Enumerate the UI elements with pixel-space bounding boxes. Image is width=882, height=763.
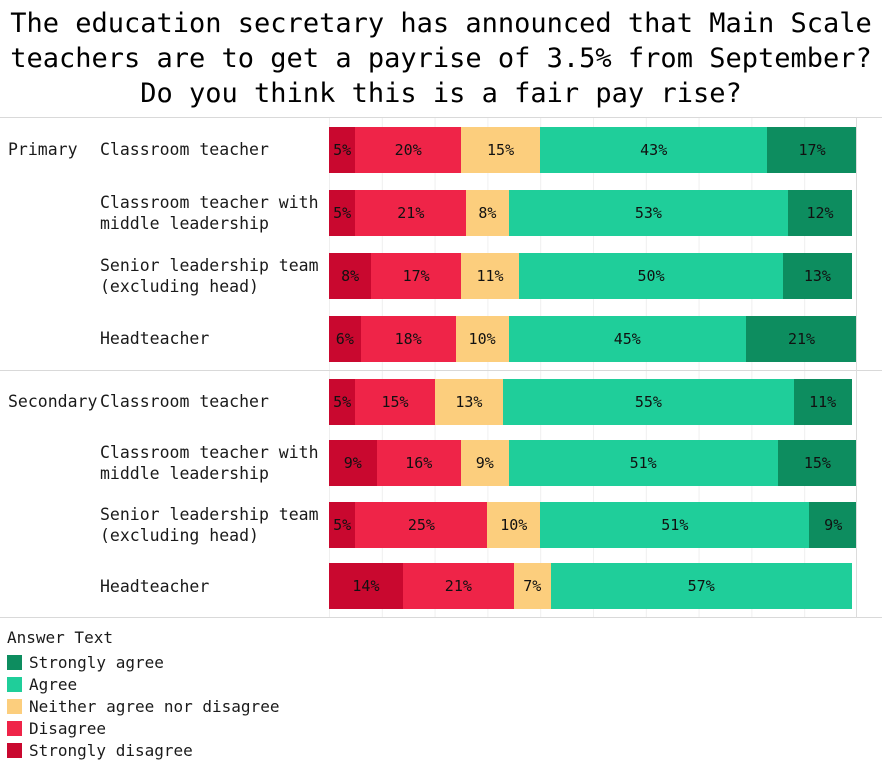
category-label: Senior leadership team (excluding head) xyxy=(100,504,319,545)
bar-segment: 6% xyxy=(329,315,361,362)
stacked-bar: 5% 21% 8% 53% 12% xyxy=(329,189,857,236)
legend-item: Strongly agree xyxy=(7,651,882,673)
bar-segment: 9% xyxy=(809,501,857,548)
bar-segment: 53% xyxy=(508,189,789,236)
group-label: Primary xyxy=(8,140,78,159)
bar-segment: 21% xyxy=(402,563,514,610)
category-label: Headteacher xyxy=(100,329,210,348)
bar-segment: 15% xyxy=(355,378,435,425)
legend-title: Answer Text xyxy=(7,628,113,647)
bar-segment: 18% xyxy=(360,315,456,362)
bar-segment: 13% xyxy=(783,252,852,299)
bar-segment: 5% xyxy=(329,189,356,236)
group-label: Secondary xyxy=(8,392,98,412)
bar-segment: 11% xyxy=(460,252,520,299)
chart-title-line-3: Do you think this is a fair pay rise? xyxy=(140,78,742,109)
chart-section-secondary: Secondary Classroom teacher 5% 15% 13% 55% 11%… xyxy=(0,371,882,618)
bar-segment: 57% xyxy=(550,563,852,610)
chart-row: Classroom teacher with middle leadership… xyxy=(0,432,882,494)
stacked-bar: 5% 25% 10% 51% 9% xyxy=(329,501,857,548)
bar-segment: 5% xyxy=(329,501,356,548)
legend-swatch xyxy=(7,720,22,736)
bar-segment: 9% xyxy=(329,440,377,487)
bar-segment: 11% xyxy=(793,378,852,425)
bar-segment: 21% xyxy=(746,315,857,362)
bar-segment: 8% xyxy=(329,252,372,299)
bar-segment: 17% xyxy=(767,126,857,173)
bar-area: 8% 17% 11% 50% 13% xyxy=(329,244,857,307)
bar-segment: 10% xyxy=(455,315,509,362)
stacked-bar: 14% 21% 7% 57% xyxy=(329,563,857,610)
bar-area: 6% 18% 10% 45% 21% xyxy=(329,307,857,370)
bar-segment: 51% xyxy=(508,440,778,487)
category-label: Headteacher xyxy=(100,576,210,596)
bar-area: 14% 21% 7% 57% xyxy=(329,555,857,617)
chart-title: The education secretary has announced th… xyxy=(0,0,882,118)
chart-row: Senior leadership team (excluding head) 8… xyxy=(0,244,882,307)
chart-body: Primary Classroom teacher 5% 20% 15% 43% 17% Cl… xyxy=(0,118,882,618)
chart-title-line-2: teachers are to get a payrise of 3.5% fr… xyxy=(10,43,872,74)
bar-segment: 13% xyxy=(434,378,504,425)
stacked-bar: 6% 18% 10% 45% 21% xyxy=(329,315,857,362)
bar-area: 5% 20% 15% 43% 17% xyxy=(329,118,857,181)
bar-segment: 15% xyxy=(777,440,857,487)
legend-item: Disagree xyxy=(7,717,882,739)
bar-segment: 51% xyxy=(540,501,810,548)
bar-segment: 25% xyxy=(355,501,488,548)
stacked-bar: 8% 17% 11% 50% 13% xyxy=(329,252,857,299)
legend-item-label: Strongly disagree xyxy=(29,740,193,760)
bar-area: 9% 16% 9% 51% 15% xyxy=(329,432,857,494)
bar-area: 5% 25% 10% 51% 9% xyxy=(329,494,857,556)
bar-segment: 20% xyxy=(355,126,461,173)
bar-area: 5% 21% 8% 53% 12% xyxy=(329,181,857,244)
legend-swatch xyxy=(7,742,22,758)
bar-segment: 45% xyxy=(508,315,747,362)
bar-segment: 10% xyxy=(487,501,541,548)
bar-segment: 17% xyxy=(371,252,461,299)
bar-segment: 50% xyxy=(519,252,784,299)
legend-swatch xyxy=(7,698,22,714)
bar-segment: 12% xyxy=(788,189,852,236)
chart-title-line-1: The education secretary has announced th… xyxy=(10,8,872,39)
bar-area: 5% 15% 13% 55% 11% xyxy=(329,371,857,433)
legend-item: Strongly disagree xyxy=(7,739,882,761)
bar-segment: 5% xyxy=(329,378,356,425)
chart-row: Secondary Classroom teacher 5% 15% 13% 55% 11% xyxy=(0,371,882,433)
chart-row: Senior leadership team (excluding head) 5… xyxy=(0,494,882,556)
bar-segment: 55% xyxy=(503,378,794,425)
chart-row: Primary Classroom teacher 5% 20% 15% 43% 17% xyxy=(0,118,882,181)
bar-segment: 14% xyxy=(329,563,403,610)
legend-item-label: Strongly agree xyxy=(29,652,164,672)
category-label: Classroom teacher xyxy=(100,392,269,412)
bar-segment: 7% xyxy=(513,563,551,610)
bar-segment: 21% xyxy=(355,189,467,236)
legend-item-label: Neither agree nor disagree xyxy=(29,696,280,716)
chart-row: Headteacher 14% 21% 7% 57% xyxy=(0,555,882,617)
bar-segment: 5% xyxy=(329,126,356,173)
category-label: Classroom teacher with middle leadership xyxy=(100,443,319,484)
legend-item-label: Disagree xyxy=(29,718,107,738)
category-label: Classroom teacher xyxy=(100,140,269,159)
chart-section-primary: Primary Classroom teacher 5% 20% 15% 43% 17% Cl… xyxy=(0,118,882,371)
chart-row: Headteacher 6% 18% 10% 45% 21% xyxy=(0,307,882,370)
category-label: Classroom teacher with middle leadership xyxy=(100,192,319,233)
bar-segment: 16% xyxy=(376,440,461,487)
legend-swatch xyxy=(7,676,22,692)
stacked-bar: 5% 15% 13% 55% 11% xyxy=(329,378,857,425)
legend-item-label: Agree xyxy=(29,674,78,694)
legend: Answer Text Strongly agree Agree Neither a… xyxy=(0,618,882,761)
legend-item: Neither agree nor disagree xyxy=(7,695,882,717)
legend-item: Agree xyxy=(7,673,882,695)
bar-segment: 8% xyxy=(466,189,509,236)
legend-swatch xyxy=(7,654,22,670)
chart-row: Classroom teacher with middle leadership… xyxy=(0,181,882,244)
bar-segment: 9% xyxy=(460,440,509,487)
bar-segment: 43% xyxy=(540,126,768,173)
bar-segment: 15% xyxy=(460,126,541,173)
stacked-bar: 5% 20% 15% 43% 17% xyxy=(329,126,857,173)
category-label: Senior leadership team (excluding head) xyxy=(100,255,319,296)
stacked-bar: 9% 16% 9% 51% 15% xyxy=(329,440,857,487)
plot-right-border xyxy=(856,118,857,618)
